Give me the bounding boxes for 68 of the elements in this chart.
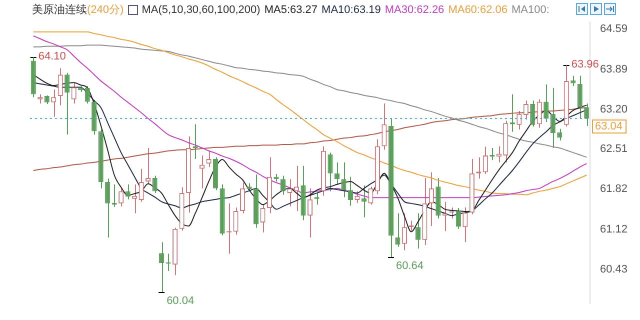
text: MA30:62.26 — [384, 4, 444, 16]
y-tick-label: 61.12 — [600, 223, 628, 236]
candlestick — [159, 242, 164, 292]
candlestick — [523, 100, 528, 120]
candlestick — [584, 102, 590, 127]
text: MA5:63.27 — [264, 4, 318, 16]
text: 60.64 — [396, 260, 424, 272]
candlestick — [557, 128, 562, 141]
candlestick — [328, 152, 333, 192]
candlestick — [516, 110, 522, 130]
candlestick — [482, 146, 488, 174]
candlestick — [233, 206, 238, 236]
candlestick — [544, 84, 549, 122]
candlestick — [307, 188, 313, 238]
candlestick — [58, 68, 63, 106]
text: MA60:62.06 — [448, 4, 508, 16]
candlestick — [132, 184, 138, 214]
candlestick — [71, 82, 76, 104]
text: MA100: — [512, 4, 550, 16]
candlestick — [206, 150, 212, 168]
candlestick — [118, 188, 124, 207]
candlestick — [402, 212, 407, 251]
candlestick — [415, 212, 420, 250]
candlestick — [287, 178, 292, 207]
candlestick — [456, 208, 461, 230]
candlestick — [146, 147, 151, 185]
text: MA10:63.19 — [322, 4, 381, 16]
candlestick — [496, 146, 502, 163]
candlestick — [240, 182, 246, 214]
text: 64.10 — [38, 50, 66, 62]
candlestick — [152, 175, 158, 194]
y-tick-label: 61.82 — [600, 183, 628, 196]
candlestick — [105, 178, 110, 238]
candlestick — [368, 186, 374, 206]
ref-line-label: 63.04 — [595, 120, 623, 133]
chart-subtitle: (240分) — [87, 3, 124, 17]
candlestick — [428, 172, 434, 226]
candlestick — [64, 72, 70, 136]
candlestick — [334, 162, 340, 186]
candlestick — [341, 162, 346, 198]
candlestick — [348, 176, 354, 206]
candlestick — [294, 165, 300, 212]
candlestick — [354, 190, 360, 204]
candlestick — [382, 102, 387, 150]
candlestick — [125, 184, 130, 200]
candlestick — [550, 87, 556, 148]
candlestick — [51, 89, 56, 118]
y-tick-label: 60.43 — [600, 263, 628, 276]
candlestick — [38, 94, 43, 104]
candlestick — [260, 204, 266, 233]
y-tick-label: 64.59 — [600, 22, 628, 35]
y-tick-label: 62.51 — [600, 143, 628, 156]
legend-title: MA(5,10,30,60,100,200) — [142, 4, 260, 16]
candlestick — [462, 206, 468, 243]
y-tick-label: 63.89 — [600, 63, 628, 76]
candlestick — [577, 75, 582, 119]
candlestick — [395, 212, 400, 248]
candlestick — [536, 98, 542, 128]
candlestick — [138, 168, 144, 202]
text: 63.96 — [571, 58, 599, 70]
chart-title: 美原油连续 — [32, 2, 87, 17]
candlestick — [361, 185, 367, 218]
candlestick — [84, 86, 90, 104]
candlestick — [530, 100, 536, 128]
y-tick-label: 63.20 — [600, 103, 628, 116]
candlestick — [200, 154, 205, 189]
text: 60.04 — [166, 294, 194, 307]
candlestick — [280, 175, 286, 196]
